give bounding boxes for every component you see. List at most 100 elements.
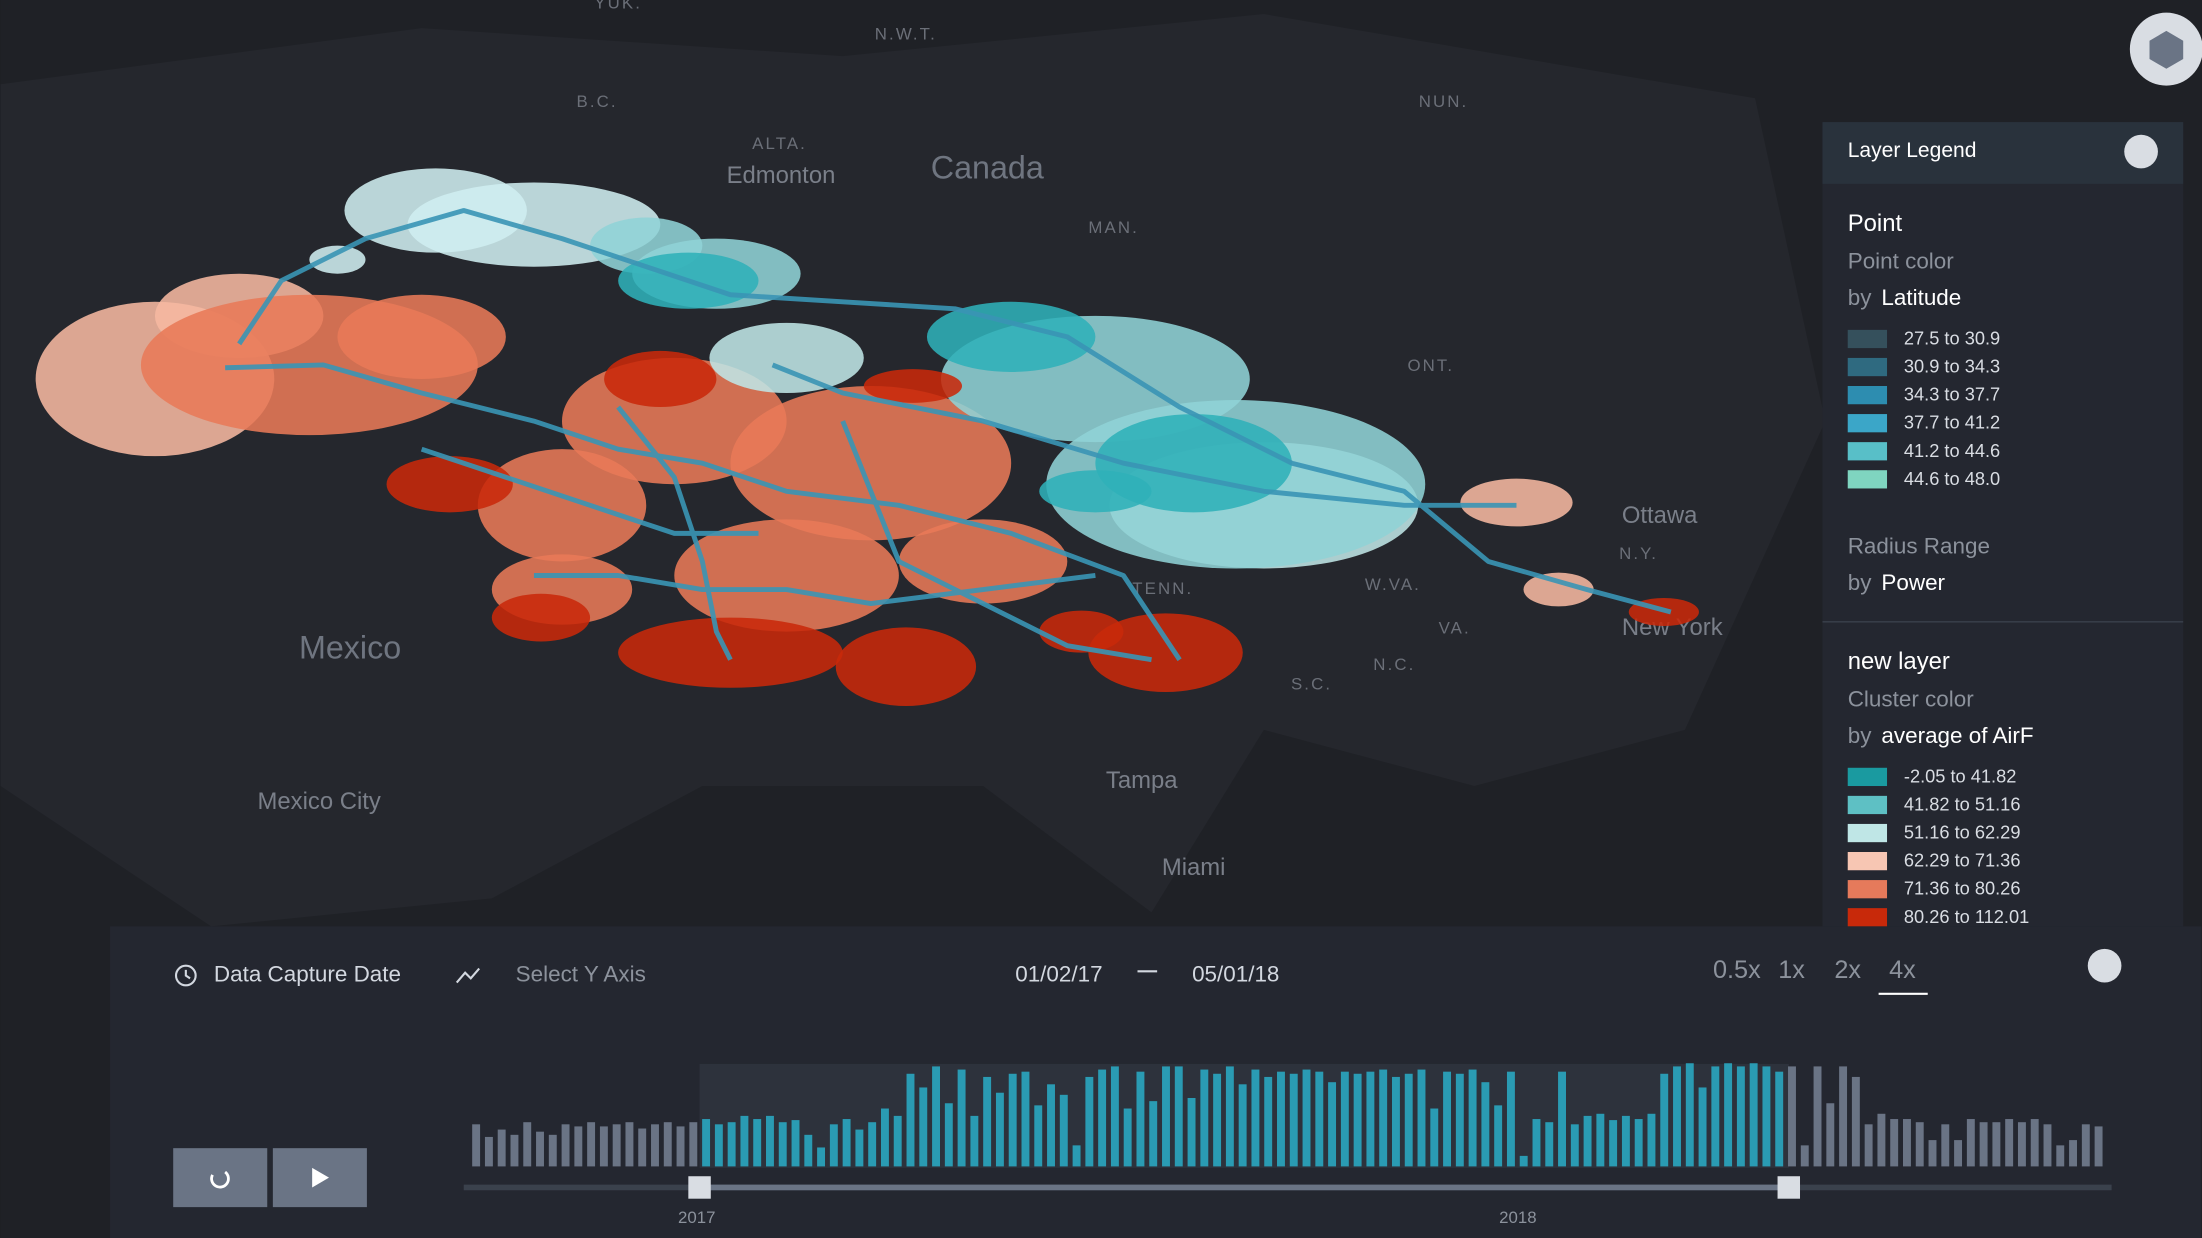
- histogram-bar: [1430, 1108, 1439, 1167]
- y-axis-select[interactable]: Select Y Axis: [516, 961, 646, 986]
- histogram-bar: [1685, 1063, 1694, 1167]
- histogram-bar: [1826, 1103, 1835, 1167]
- histogram-bar: [1724, 1063, 1733, 1167]
- histogram-bar: [599, 1126, 608, 1167]
- legend-item-label: 41.2 to 44.6: [1904, 440, 2000, 461]
- histogram-bar: [638, 1128, 647, 1167]
- histogram-bar: [1213, 1073, 1222, 1167]
- histogram-bar: [1047, 1084, 1055, 1167]
- histogram-bar: [1200, 1069, 1209, 1167]
- histogram-bar: [1851, 1076, 1860, 1167]
- histogram-bar: [1775, 1071, 1784, 1167]
- histogram-bar: [2017, 1122, 2026, 1167]
- cluster: [309, 245, 366, 274]
- histogram-bar: [1277, 1071, 1285, 1167]
- histogram-bar: [1928, 1140, 1937, 1167]
- layer-name: new layer: [1848, 648, 1950, 675]
- legend-header: [1822, 122, 2184, 184]
- histogram-bar: [1519, 1155, 1528, 1167]
- legend-swatch: [1847, 442, 1888, 461]
- cluster: [1523, 572, 1594, 607]
- histogram-bar: [1149, 1101, 1158, 1167]
- cluster: [674, 519, 899, 632]
- histogram-bar: [587, 1122, 596, 1167]
- cluster: [709, 322, 864, 394]
- histogram-bar: [1941, 1124, 1950, 1167]
- histogram-bar: [574, 1126, 583, 1167]
- clock-icon: [174, 964, 197, 987]
- speed-option[interactable]: 0.5x: [1713, 956, 1761, 984]
- cluster: [835, 627, 977, 707]
- map-label: N.Y.: [1619, 544, 1658, 563]
- legend-item-label: 51.16 to 62.29: [1904, 822, 2021, 843]
- slider-handle[interactable]: [1777, 1176, 1801, 1199]
- cluster: [926, 301, 1096, 372]
- legend-toggle[interactable]: [2124, 134, 2158, 169]
- cluster: [604, 350, 717, 408]
- route: [225, 362, 1182, 662]
- map-label: NUN.: [1419, 92, 1469, 111]
- histogram-bar: [612, 1124, 621, 1167]
- cluster: [337, 294, 506, 379]
- speed-option[interactable]: 2x: [1834, 956, 1861, 984]
- histogram-bar: [2081, 1124, 2090, 1167]
- legend-item-label: 27.5 to 30.9: [1904, 327, 2000, 348]
- histogram-bar: [893, 1115, 902, 1167]
- histogram-bar: [1072, 1145, 1081, 1167]
- route: [237, 208, 1672, 615]
- time-field[interactable]: Data Capture Date: [214, 961, 401, 986]
- map-label: Mexico: [299, 629, 401, 665]
- histogram-bar: [1034, 1105, 1043, 1167]
- speed-option[interactable]: 4x: [1889, 956, 1916, 984]
- histogram-bar: [1443, 1071, 1452, 1167]
- histogram-bar: [1698, 1087, 1707, 1167]
- map-label: N.C.: [1373, 655, 1415, 674]
- legend-swatch: [1847, 385, 1888, 405]
- histogram-bar: [1340, 1071, 1349, 1167]
- map-label: S.C.: [1291, 674, 1332, 693]
- icon: [2149, 30, 2184, 69]
- play-icon: [312, 1167, 330, 1188]
- histogram-bar: [1238, 1084, 1247, 1167]
- histogram-bar: [1660, 1073, 1669, 1167]
- histogram-bar: [510, 1134, 519, 1167]
- layer-name: Point: [1848, 210, 1903, 237]
- histogram-bar: [1404, 1073, 1413, 1167]
- histogram-bar: [1788, 1066, 1796, 1167]
- legend-swatch: [1847, 470, 1888, 489]
- field: Power: [1881, 570, 1945, 595]
- channel: Cluster color: [1848, 686, 1974, 711]
- histogram-bar: [1506, 1071, 1515, 1167]
- axis-label: 2018: [1499, 1208, 1536, 1227]
- histogram-bar: [1877, 1113, 1886, 1167]
- channel: Radius Range: [1848, 533, 1990, 558]
- histogram-bar: [1225, 1066, 1234, 1167]
- histogram-bar: [1494, 1105, 1503, 1167]
- legend-swatch: [1847, 414, 1888, 433]
- histogram-bar: [1621, 1115, 1630, 1167]
- histogram-bar: [1570, 1124, 1579, 1167]
- histogram-bar: [1315, 1071, 1324, 1167]
- legend-item-label: 44.6 to 48.0: [1904, 468, 2000, 489]
- histogram-bar: [1979, 1122, 1988, 1167]
- map-label: Canada: [931, 149, 1044, 185]
- speed-option[interactable]: 1x: [1778, 956, 1805, 984]
- reset-button[interactable]: [173, 1148, 268, 1208]
- timeline-toggle[interactable]: [2087, 948, 2122, 983]
- histogram-bar: [702, 1119, 711, 1167]
- histogram-bar: [1634, 1119, 1643, 1167]
- histogram-bar: [2005, 1119, 2014, 1167]
- map-label: B.C.: [577, 92, 618, 111]
- histogram-bar: [880, 1108, 889, 1167]
- histogram-bar: [1417, 1069, 1426, 1167]
- histogram-bar: [2069, 1140, 2077, 1167]
- field: Latitude: [1881, 285, 1961, 310]
- histogram-bar: [561, 1124, 570, 1167]
- histogram-bar: [1813, 1066, 1822, 1167]
- slider-handle[interactable]: [688, 1176, 711, 1199]
- histogram-bar: [740, 1115, 749, 1167]
- legend-item-label: 37.7 to 41.2: [1904, 412, 2000, 433]
- histogram-bar: [1839, 1066, 1848, 1167]
- histogram-bar: [1098, 1069, 1107, 1167]
- histogram-bar: [753, 1119, 762, 1167]
